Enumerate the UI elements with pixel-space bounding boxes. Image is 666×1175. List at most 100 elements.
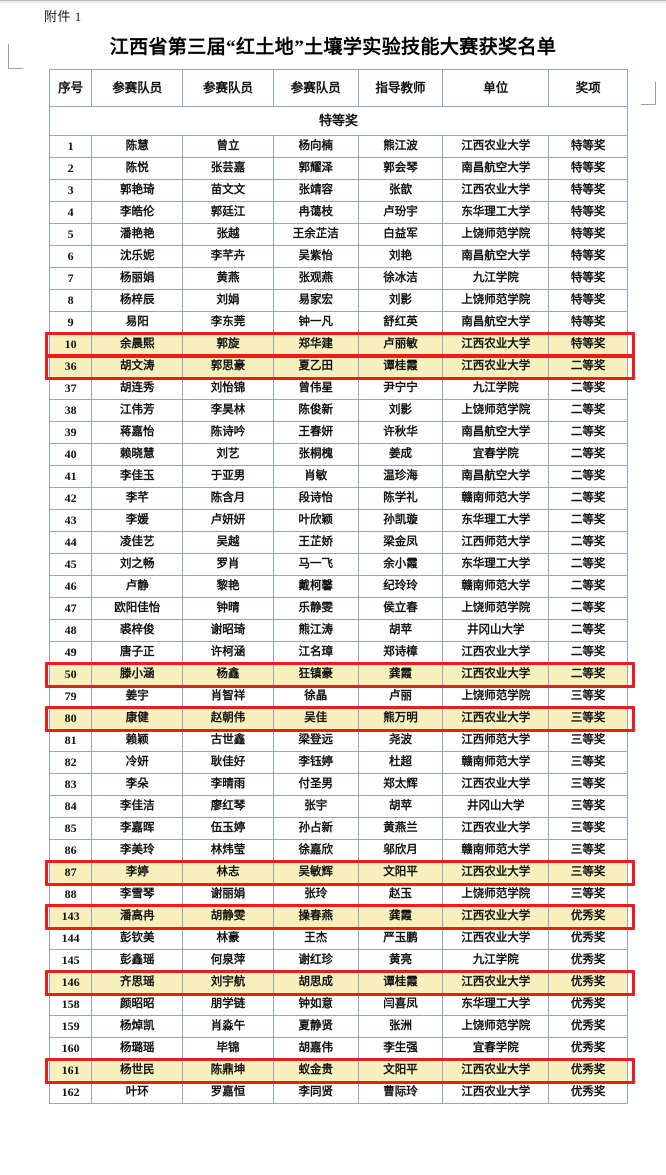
cell-award: 二等奖 <box>548 509 628 532</box>
cell-unit: 南昌航空大学 <box>442 311 550 334</box>
table-row: 146 齐思瑶 刘宇航 胡思成 谭桂霞 江西农业大学 优秀奖 <box>48 971 628 994</box>
table-row: 49 唐子正 许柯涵 江名璋 郑诗樟 江西农业大学 二等奖 <box>48 641 628 664</box>
cell-teacher: 尹宁宁 <box>357 377 444 400</box>
cell-award: 三等奖 <box>548 839 628 862</box>
table-row: 145 彭鑫瑶 何泉萍 谢红珍 黄亮 九江学院 优秀奖 <box>48 949 628 972</box>
cell-award: 特等奖 <box>548 201 628 224</box>
cell-award: 特等奖 <box>548 289 628 312</box>
cell-member3: 梁登远 <box>272 729 359 752</box>
cell-member3: 王芷娇 <box>272 531 359 554</box>
cell-award: 特等奖 <box>548 157 628 180</box>
cell-member1: 潘高冉 <box>91 905 184 928</box>
cell-index: 158 <box>48 993 93 1016</box>
cell-index: 45 <box>48 553 93 576</box>
cell-unit: 江西农业大学 <box>442 355 550 378</box>
cell-member3: 胡嘉伟 <box>272 1037 359 1060</box>
cell-member2: 刘艺 <box>182 443 274 466</box>
cell-teacher: 胡苹 <box>357 795 444 818</box>
cell-index: 2 <box>48 157 93 180</box>
cell-index: 82 <box>48 751 93 774</box>
cell-teacher: 龚霞 <box>357 663 444 686</box>
cell-unit: 江西农业大学 <box>442 179 550 202</box>
cell-member1: 杨璐瑶 <box>91 1037 184 1060</box>
cell-member3: 狂镇豪 <box>272 663 359 686</box>
cell-award: 二等奖 <box>548 597 628 620</box>
table-row: 85 李嘉晖 伍玉婷 孙占新 黄燕兰 江西农业大学 三等奖 <box>48 817 628 840</box>
cell-member1: 赖颖 <box>91 729 184 752</box>
table-row: 159 杨焯凯 肖淼午 夏静贤 张洲 上饶师范学院 优秀奖 <box>48 1015 628 1038</box>
cell-member3: 郑华建 <box>272 333 359 356</box>
cell-index: 3 <box>48 179 93 202</box>
cell-unit: 江西农业大学 <box>442 333 550 356</box>
cell-teacher: 严玉鹏 <box>357 927 444 950</box>
cell-member2: 杨鑫 <box>182 663 274 686</box>
cell-index: 87 <box>48 861 93 884</box>
cell-unit: 江西农业大学 <box>442 927 550 950</box>
cell-unit: 九江学院 <box>442 949 550 972</box>
cell-index: 162 <box>48 1081 93 1104</box>
cell-member1: 李美玲 <box>91 839 184 862</box>
cell-award: 三等奖 <box>548 729 628 752</box>
table-row: 50 滕小涵 杨鑫 狂镇豪 龚霞 江西农业大学 二等奖 <box>48 663 628 686</box>
cell-teacher: 郭会琴 <box>357 157 444 180</box>
cell-member1: 彭鑫瑶 <box>91 949 184 972</box>
cell-teacher: 曹际玲 <box>357 1081 444 1104</box>
cell-member3: 乐静雯 <box>272 597 359 620</box>
col-header-index: 序号 <box>48 69 93 107</box>
cell-member3: 王杰 <box>272 927 359 950</box>
cell-award: 优秀奖 <box>548 905 628 928</box>
cell-unit: 上饶师范学院 <box>442 1015 550 1038</box>
cell-teacher: 谭桂霞 <box>357 355 444 378</box>
cell-award: 三等奖 <box>548 773 628 796</box>
table-row: 160 杨璐瑶 毕锦 胡嘉伟 李生强 宜春学院 优秀奖 <box>48 1037 628 1060</box>
cell-index: 43 <box>48 509 93 532</box>
table-row: 84 李佳洁 廖红琴 张宇 胡苹 井冈山大学 三等奖 <box>48 795 628 818</box>
cell-index: 83 <box>48 773 93 796</box>
table-row: 44 凌佳艺 吴越 王芷娇 梁金凤 江西师范大学 二等奖 <box>48 531 628 554</box>
cell-member2: 吴越 <box>182 531 274 554</box>
cell-unit: 江西农业大学 <box>442 641 550 664</box>
table-row: 7 杨丽娟 黄燕 张观燕 徐冰洁 九江学院 特等奖 <box>48 267 628 290</box>
cell-member3: 易家宏 <box>272 289 359 312</box>
cell-award: 三等奖 <box>548 685 628 708</box>
cell-index: 88 <box>48 883 93 906</box>
cell-index: 47 <box>48 597 93 620</box>
cell-member2: 林豪 <box>182 927 274 950</box>
cell-member1: 叶环 <box>91 1081 184 1104</box>
cell-teacher: 刘影 <box>357 399 444 422</box>
cell-award: 二等奖 <box>548 399 628 422</box>
cell-member1: 李雪琴 <box>91 883 184 906</box>
cell-award: 优秀奖 <box>548 1015 628 1038</box>
cell-award: 特等奖 <box>548 245 628 268</box>
table-row: 79 姜宇 肖智祥 徐晶 卢丽 上饶师范学院 三等奖 <box>48 685 628 708</box>
cell-member2: 何泉萍 <box>182 949 274 972</box>
cell-member3: 叶欣颖 <box>272 509 359 532</box>
cell-member2: 胡静雯 <box>182 905 274 928</box>
section-title: 特等奖 <box>49 106 628 136</box>
cell-member3: 江名璋 <box>272 641 359 664</box>
cell-teacher: 徐冰洁 <box>357 267 444 290</box>
col-header-teacher: 指导教师 <box>357 69 444 107</box>
cell-member3: 付圣男 <box>272 773 359 796</box>
cell-teacher: 龚霞 <box>357 905 444 928</box>
cell-member2: 罗嘉恒 <box>182 1081 274 1104</box>
cell-teacher: 侯立春 <box>357 597 444 620</box>
cell-member1: 胡文涛 <box>91 355 184 378</box>
cell-teacher: 卢丽 <box>357 685 444 708</box>
cell-unit: 九江学院 <box>442 267 550 290</box>
cell-member2: 郭思豪 <box>182 355 274 378</box>
cell-index: 39 <box>48 421 93 444</box>
cell-teacher: 姜成 <box>357 443 444 466</box>
cell-teacher: 黄亮 <box>357 949 444 972</box>
cell-unit: 赣南师范大学 <box>442 487 550 510</box>
cell-member2: 林炜莹 <box>182 839 274 862</box>
cell-index: 49 <box>48 641 93 664</box>
table-row: 144 彭钦美 林豪 王杰 严玉鹏 江西农业大学 优秀奖 <box>48 927 628 950</box>
cell-index: 9 <box>48 311 93 334</box>
cell-teacher: 赵玉 <box>357 883 444 906</box>
cell-member3: 戴柯馨 <box>272 575 359 598</box>
cell-member1: 余晨熙 <box>91 333 184 356</box>
page-top-rule <box>0 0 666 3</box>
cell-index: 143 <box>48 905 93 928</box>
cell-unit: 江西农业大学 <box>442 861 550 884</box>
